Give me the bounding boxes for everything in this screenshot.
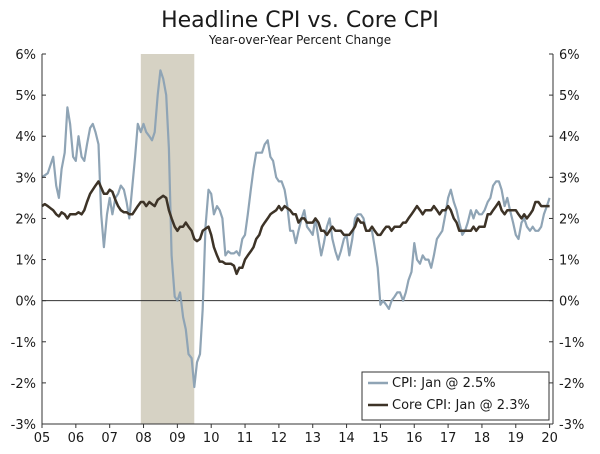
chart-title: Headline CPI vs. Core CPI xyxy=(161,8,439,33)
y-tick-label-left: 1% xyxy=(15,254,36,269)
chart-legend: CPI: Jan @ 2.5% Core CPI: Jan @ 2.3% xyxy=(361,371,550,421)
x-tick-label: 10 xyxy=(203,431,220,446)
y-tick-label-left: 5% xyxy=(15,89,36,104)
y-tick-label-right: 5% xyxy=(559,89,580,104)
y-tick-label-right: -2% xyxy=(559,377,584,392)
y-tick-label-left: 2% xyxy=(15,212,36,227)
x-tick-label: 08 xyxy=(135,431,152,446)
tick-labels-layer: -3% -3% -2% -2% -1% -1% 0% 0% 1% 1% 2% 2% 3% 3% 4% 4% 5%… xyxy=(11,48,585,446)
cpi-series-line xyxy=(41,69,551,389)
x-tick-label: 09 xyxy=(169,431,186,446)
x-tick-label: 07 xyxy=(101,431,118,446)
x-tick-label: 05 xyxy=(34,431,51,446)
y-tick-label-right: 3% xyxy=(559,171,580,186)
x-tick-label: 17 xyxy=(440,431,457,446)
x-tick-label: 15 xyxy=(372,431,389,446)
y-tick-label-left: -2% xyxy=(11,377,36,392)
y-tick-label-right: 0% xyxy=(559,295,580,310)
x-tick-label: 16 xyxy=(406,431,423,446)
x-tick-label: 12 xyxy=(271,431,288,446)
y-tick-label-left: 3% xyxy=(15,171,36,186)
y-tick-label-right: 6% xyxy=(559,48,580,63)
y-tick-label-left: 4% xyxy=(15,130,36,145)
y-tick-label-left: 6% xyxy=(15,48,36,63)
x-tick-label: 20 xyxy=(541,431,558,446)
chart-subtitle: Year-over-Year Percent Change xyxy=(208,33,391,47)
y-tick-label-right: -3% xyxy=(559,418,584,433)
x-tick-label: 11 xyxy=(237,431,254,446)
y-tick-label-right: 2% xyxy=(559,212,580,227)
legend-box xyxy=(361,371,550,421)
core-cpi-series-line xyxy=(41,180,550,276)
x-tick-label: 19 xyxy=(508,431,525,446)
y-tick-label-right: -1% xyxy=(559,336,584,351)
x-tick-label: 14 xyxy=(338,431,355,446)
x-tick-label: 13 xyxy=(304,431,321,446)
axis-layer xyxy=(41,53,554,428)
legend-label-cpi: CPI: Jan @ 2.5% xyxy=(392,376,496,391)
y-tick-label-left: -3% xyxy=(11,418,36,433)
series-layer xyxy=(41,69,551,389)
legend-label-core: Core CPI: Jan @ 2.3% xyxy=(392,398,530,413)
y-tick-label-right: 1% xyxy=(559,254,580,269)
y-tick-label-right: 4% xyxy=(559,130,580,145)
x-tick-label: 06 xyxy=(68,431,85,446)
x-tick-label: 18 xyxy=(474,431,491,446)
y-tick-label-left: 0% xyxy=(15,295,36,310)
y-tick-label-left: -1% xyxy=(11,336,36,351)
